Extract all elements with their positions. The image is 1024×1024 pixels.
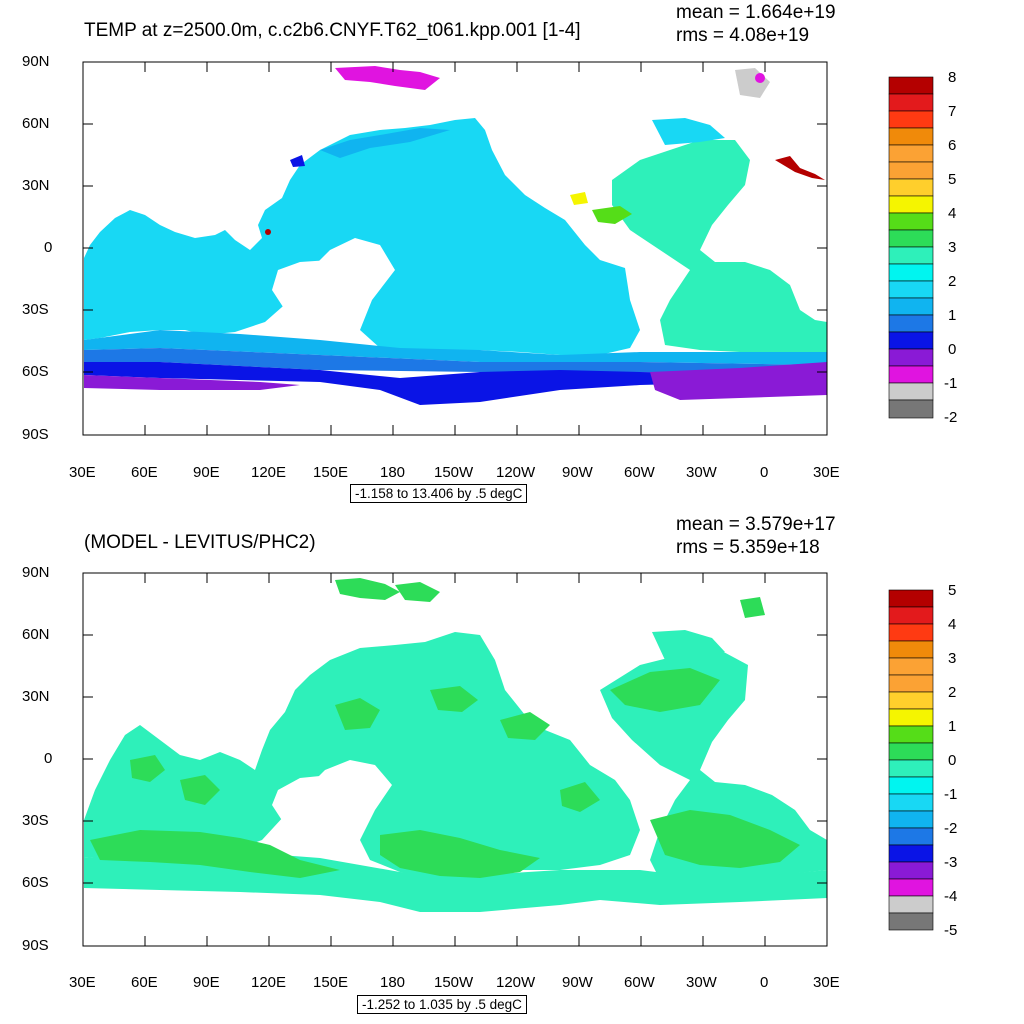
panel1-title: TEMP at z=2500.0m, c.c2b6.CNYF.T62_t061.… xyxy=(84,20,581,41)
panel2-lat-label: 0 xyxy=(44,750,53,767)
panel1-lon-label: 180 xyxy=(380,464,406,481)
panel1-lon-label: 150E xyxy=(313,464,349,481)
panel2-lon-label: 180 xyxy=(380,974,406,991)
panel2-lat-label: 60N xyxy=(22,626,50,643)
panel2-lon-label: 150E xyxy=(313,974,349,991)
panel2-colorbar-label: -2 xyxy=(944,820,958,837)
panel2-lon-label: 60E xyxy=(131,974,158,991)
panel1-lon-label: 30E xyxy=(813,464,840,481)
panel1-mean: mean = 1.664e+19 xyxy=(676,2,836,23)
panel2-lat-label: 90N xyxy=(22,564,50,581)
panel2-colorbar-label: -3 xyxy=(944,854,958,871)
panel1-colorbar-label: -2 xyxy=(944,409,958,426)
panel1-contour-range: -1.158 to 13.406 by .5 degC xyxy=(350,484,528,503)
panel1-colorbar-label: 8 xyxy=(948,69,957,86)
panel1-lon-label: 90W xyxy=(562,464,593,481)
panel1-lat-label: 90N xyxy=(22,53,50,70)
panel1-lon-label: 60W xyxy=(624,464,655,481)
panel1-lon-label: 120W xyxy=(496,464,536,481)
panel2-map xyxy=(82,572,828,947)
panel2-colorbar-label: 2 xyxy=(948,684,957,701)
panel2-lon-label: 120W xyxy=(496,974,536,991)
panel2-lat-label: 60S xyxy=(22,874,49,891)
panel2-lat-label: 30N xyxy=(22,688,50,705)
panel1-colorbar-label: 3 xyxy=(948,239,957,256)
panel2-lat-label: 30S xyxy=(22,812,49,829)
panel1-lat-label: 60N xyxy=(22,115,50,132)
panel2-lon-label: 60W xyxy=(624,974,655,991)
panel1-lon-label: 90E xyxy=(193,464,220,481)
panel1-colorbar-label: 0 xyxy=(948,341,957,358)
panel2-title: (MODEL - LEVITUS/PHC2) xyxy=(84,532,316,553)
panel2-colorbar-label: 0 xyxy=(948,752,957,769)
panel2-lon-label: 150W xyxy=(434,974,474,991)
panel2-contour-range: -1.252 to 1.035 by .5 degC xyxy=(357,995,527,1014)
panel2-rms: rms = 5.359e+18 xyxy=(676,537,820,558)
panel1-lon-label: 30W xyxy=(686,464,717,481)
panel2-lon-label: 90E xyxy=(193,974,220,991)
panel1-colorbar-label: 2 xyxy=(948,273,957,290)
panel2-lon-label: 120E xyxy=(251,974,287,991)
panel1-lat-label: 30S xyxy=(22,301,49,318)
panel2-lon-label: 30W xyxy=(686,974,717,991)
panel1-colorbar-label: 6 xyxy=(948,137,957,154)
panel2-colorbar-label: 5 xyxy=(948,582,957,599)
panel2-colorbar-label: -5 xyxy=(944,922,958,939)
panel1-lat-label: 60S xyxy=(22,363,49,380)
panel1-ticks xyxy=(83,61,827,436)
panel1-colorbar-label: 7 xyxy=(948,103,957,120)
panel1-colorbar-label: 1 xyxy=(948,307,957,324)
panel2-lon-label: 90W xyxy=(562,974,593,991)
panel2-mean: mean = 3.579e+17 xyxy=(676,514,836,535)
panel1-lat-label: 90S xyxy=(22,426,49,443)
panel2-lat-label: 90S xyxy=(22,937,49,954)
panel1-lat-label: 0 xyxy=(44,239,53,256)
panel1-lat-label: 30N xyxy=(22,177,50,194)
panel2-lon-label: 30E xyxy=(813,974,840,991)
panel1-lon-label: 0 xyxy=(760,464,769,481)
panel1-map xyxy=(82,61,828,436)
panel1-colorbar-label: -1 xyxy=(944,375,958,392)
panel2-colorbar xyxy=(888,589,934,931)
panel1-lon-label: 120E xyxy=(251,464,287,481)
panel2-colorbar-label: -4 xyxy=(944,888,958,905)
panel2-colorbar-label: 3 xyxy=(948,650,957,667)
panel1-colorbar-label: 4 xyxy=(948,205,957,222)
panel2-lon-label: 0 xyxy=(760,974,769,991)
panel2-colorbar-label: -1 xyxy=(944,786,958,803)
panel1-rms: rms = 4.08e+19 xyxy=(676,25,810,46)
panel1-colorbar xyxy=(888,76,934,419)
panel1-lon-label: 60E xyxy=(131,464,158,481)
panel2-ticks xyxy=(83,572,827,947)
panel2-lon-label: 30E xyxy=(69,974,96,991)
panel2-colorbar-label: 1 xyxy=(948,718,957,735)
panel1-colorbar-label: 5 xyxy=(948,171,957,188)
panel1-lon-label: 30E xyxy=(69,464,96,481)
panel2-colorbar-label: 4 xyxy=(948,616,957,633)
panel1-lon-label: 150W xyxy=(434,464,474,481)
